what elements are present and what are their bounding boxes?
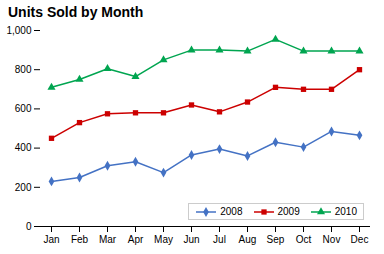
html-text:Units Sold by Month: Units Sold by Month bbox=[8, 4, 144, 20]
svg-text:Apr: Apr bbox=[128, 234, 144, 245]
svg-text:600: 600 bbox=[15, 103, 32, 114]
svg-text:Jan: Jan bbox=[43, 234, 59, 245]
svg-text:Sep: Sep bbox=[267, 234, 285, 245]
svg-text:200: 200 bbox=[15, 182, 32, 193]
svg-text:Feb: Feb bbox=[71, 234, 89, 245]
svg-text:Aug: Aug bbox=[239, 234, 257, 245]
html-text:2010: 2010 bbox=[334, 206, 357, 217]
svg-text:Oct: Oct bbox=[296, 234, 312, 245]
svg-text:Dec: Dec bbox=[351, 234, 369, 245]
svg-text:Jul: Jul bbox=[213, 234, 226, 245]
svg-text:0: 0 bbox=[26, 221, 32, 232]
svg-text:Jun: Jun bbox=[183, 234, 199, 245]
html-text:2008: 2008 bbox=[220, 206, 243, 217]
html-text:2009: 2009 bbox=[277, 206, 300, 217]
svg-text:1,000: 1,000 bbox=[6, 25, 31, 36]
svg-text:400: 400 bbox=[15, 142, 32, 153]
svg-text:Mar: Mar bbox=[99, 234, 117, 245]
svg-text:800: 800 bbox=[15, 64, 32, 75]
svg-text:Nov: Nov bbox=[323, 234, 341, 245]
svg-text:May: May bbox=[154, 234, 173, 245]
